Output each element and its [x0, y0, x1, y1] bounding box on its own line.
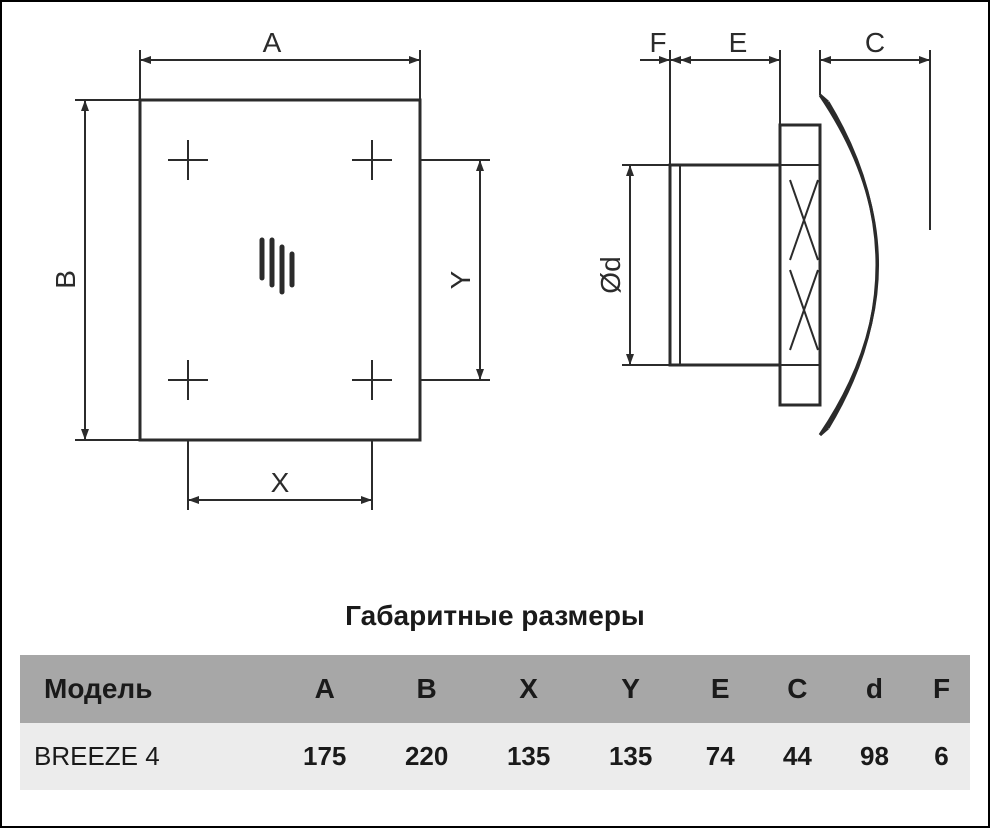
col-model: Модель — [20, 655, 274, 723]
dim-label-X: X — [271, 467, 290, 498]
diagram-area: A B X Y — [10, 10, 980, 570]
dim-label-F: F — [649, 27, 666, 58]
cell-X: 135 — [478, 723, 580, 790]
col-F: F — [913, 655, 970, 723]
side-view: F E C Ød — [595, 27, 930, 435]
col-E: E — [682, 655, 759, 723]
cell-B: 220 — [376, 723, 478, 790]
table-header-row: Модель A B X Y E C d F — [20, 655, 970, 723]
front-view: A B X Y — [50, 27, 490, 510]
cell-C: 44 — [759, 723, 836, 790]
cell-Y: 135 — [580, 723, 682, 790]
col-Y: Y — [580, 655, 682, 723]
dimensions-table: Модель A B X Y E C d F BREEZE 4 175 220 … — [20, 655, 970, 790]
dim-label-E: E — [729, 27, 748, 58]
section-title: Габаритные размеры — [0, 600, 990, 632]
col-B: B — [376, 655, 478, 723]
cell-F: 6 — [913, 723, 970, 790]
cell-d: 98 — [836, 723, 913, 790]
cell-E: 74 — [682, 723, 759, 790]
table-row: BREEZE 4 175 220 135 135 74 44 98 6 — [20, 723, 970, 790]
dim-label-Y: Y — [445, 270, 476, 289]
dim-label-A: A — [263, 27, 282, 58]
col-A: A — [274, 655, 376, 723]
cell-model: BREEZE 4 — [20, 723, 274, 790]
col-C: C — [759, 655, 836, 723]
dim-label-B: B — [50, 270, 81, 289]
cell-A: 175 — [274, 723, 376, 790]
dim-label-C: C — [865, 27, 885, 58]
dim-label-d: Ød — [595, 256, 626, 293]
col-X: X — [478, 655, 580, 723]
technical-drawing: A B X Y — [10, 10, 980, 570]
col-d: d — [836, 655, 913, 723]
